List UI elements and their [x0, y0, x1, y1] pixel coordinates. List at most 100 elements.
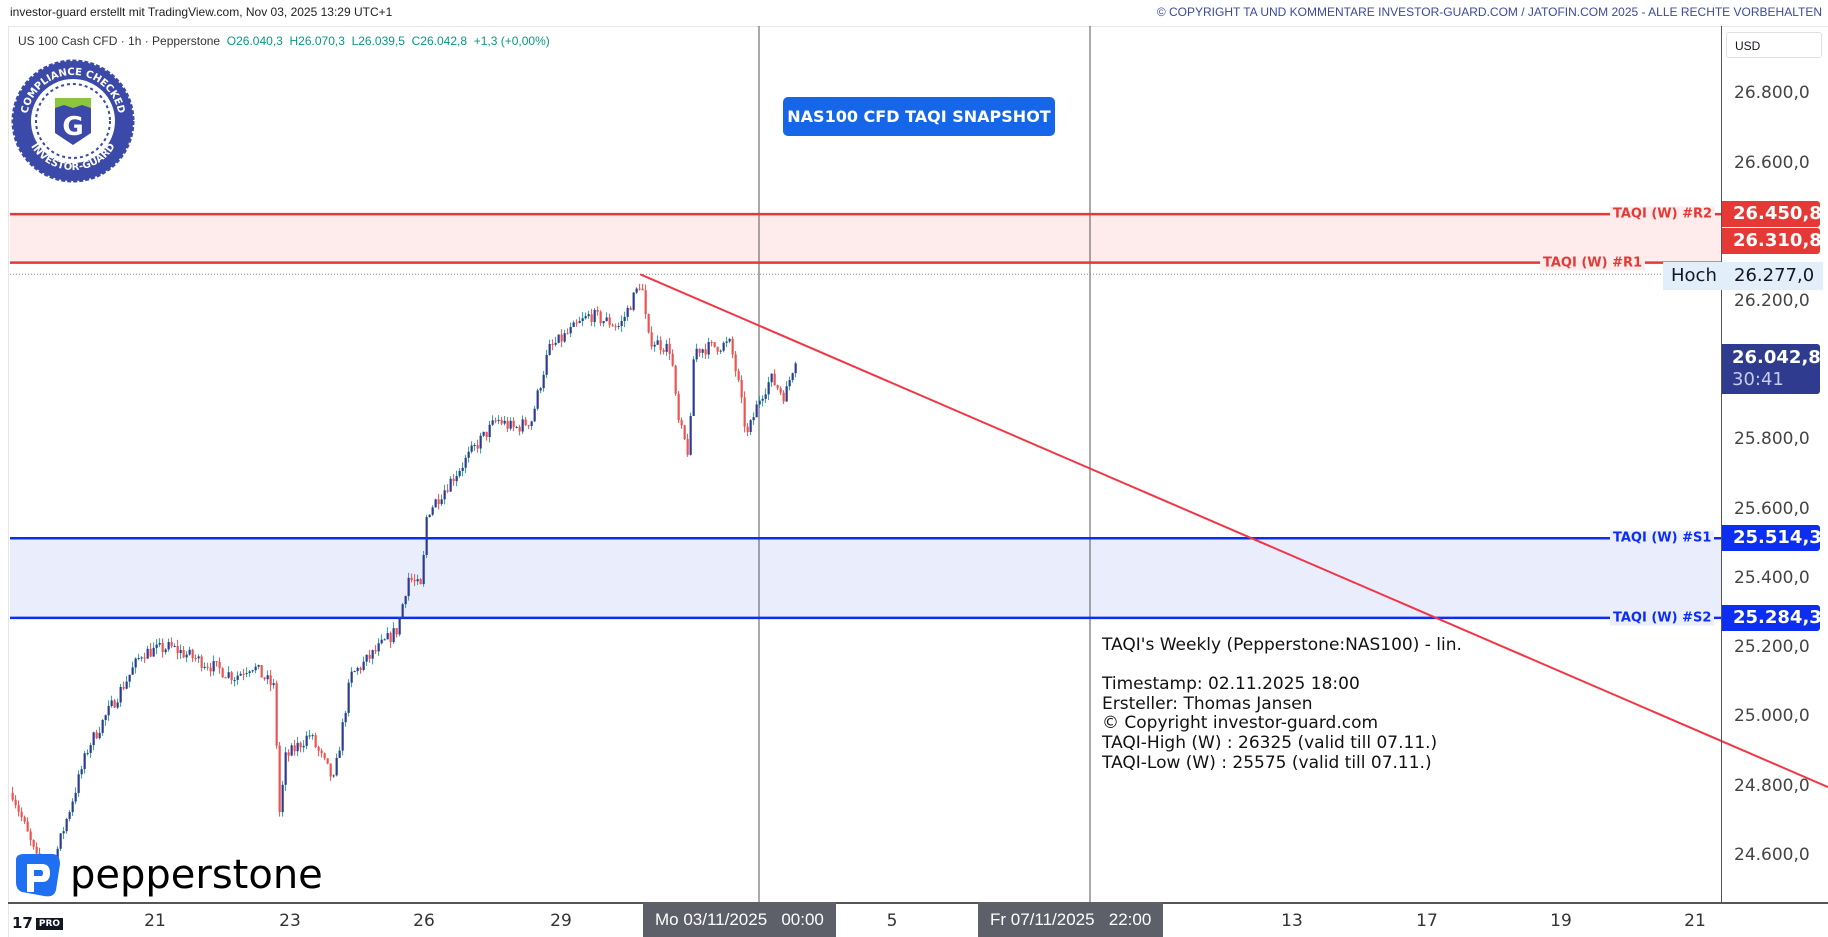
time-tick: 21 — [1684, 911, 1706, 931]
candle — [278, 745, 281, 813]
candle — [311, 735, 314, 737]
candle — [767, 382, 770, 395]
candle — [641, 288, 644, 291]
resistance-zone — [10, 214, 1721, 263]
info-line: © Copyright investor-guard.com — [1102, 713, 1379, 734]
candle — [542, 374, 545, 389]
candle — [731, 338, 734, 355]
bar-countdown: 30:41 — [1732, 369, 1784, 390]
candle — [323, 753, 326, 759]
candle — [296, 742, 299, 752]
candle — [284, 752, 287, 785]
candle — [461, 467, 464, 471]
candle — [725, 341, 728, 343]
candle — [224, 677, 227, 679]
time-tick: 17 — [1416, 911, 1438, 931]
candle — [140, 657, 143, 659]
candle — [161, 642, 164, 653]
time-tick: 21 — [144, 911, 166, 931]
candle — [377, 643, 380, 652]
candle — [77, 774, 80, 793]
current-price-label: 26.042,8 30:41 — [1722, 344, 1821, 394]
candle — [536, 390, 539, 409]
candle — [362, 661, 365, 670]
candle — [527, 425, 530, 427]
high-label: Hoch — [1671, 265, 1717, 286]
candle — [200, 656, 203, 668]
level-name: TAQI (W) #S1 — [1610, 530, 1715, 546]
candle — [728, 338, 731, 342]
candle — [512, 420, 515, 428]
candle — [566, 333, 569, 335]
candle — [773, 373, 776, 386]
candle — [590, 314, 593, 323]
time-tick: 5 — [886, 911, 898, 931]
tradingview-logo[interactable]: 17 PRO — [12, 914, 64, 932]
chart-attribution: investor-guard erstellt mit TradingView.… — [10, 5, 393, 19]
candle — [770, 373, 773, 383]
candle — [23, 817, 26, 822]
level-price-label: 25.514,3 — [1722, 525, 1822, 552]
candle — [578, 321, 581, 323]
candle — [650, 332, 653, 347]
pepperstone-wordmark: pepperstone — [70, 852, 323, 898]
price-axis[interactable] — [1721, 26, 1828, 902]
candle — [434, 499, 437, 508]
candle — [464, 457, 467, 468]
candle — [479, 435, 482, 449]
candle — [632, 292, 635, 310]
candle — [26, 821, 29, 832]
candle — [554, 342, 557, 345]
candle — [374, 650, 377, 652]
candle — [65, 818, 68, 832]
candle — [722, 342, 725, 351]
level-price-label: 25.284,3 — [1722, 604, 1822, 631]
candle — [761, 398, 764, 401]
candle — [170, 642, 173, 647]
symbol-info: US 100 Cash CFD · 1h · Pepperstone — [18, 34, 221, 48]
candle — [740, 379, 743, 398]
candle — [149, 648, 152, 657]
time-axis[interactable] — [8, 902, 1828, 937]
candle — [146, 648, 149, 659]
candle — [254, 666, 257, 671]
candle — [791, 373, 794, 381]
snapshot-title-button[interactable]: NAS100 CFD TAQI SNAPSHOT — [783, 97, 1055, 136]
candle — [572, 322, 575, 327]
candle — [629, 307, 632, 310]
info-line — [1102, 656, 1462, 676]
level-name: TAQI (W) #S2 — [1610, 610, 1715, 626]
candle — [338, 750, 341, 758]
currency-selector[interactable]: USD — [1726, 32, 1822, 58]
candle — [695, 348, 698, 360]
candle — [530, 421, 533, 427]
candle — [188, 649, 191, 655]
candle — [260, 665, 263, 678]
price-tick: 24.600,0 — [1734, 844, 1810, 865]
candle — [779, 388, 782, 393]
candle — [785, 386, 788, 402]
candle — [776, 385, 779, 389]
candle — [605, 317, 608, 322]
candle — [683, 425, 686, 440]
candle — [764, 394, 767, 399]
candle — [110, 700, 113, 706]
candle — [614, 326, 617, 328]
trendline[interactable] — [639, 273, 1828, 788]
candle — [143, 657, 146, 659]
candle — [551, 343, 554, 345]
candle — [92, 732, 95, 746]
candle — [413, 579, 416, 582]
candle — [74, 792, 77, 802]
candle — [305, 735, 308, 746]
candle — [83, 753, 86, 770]
candle — [233, 679, 236, 681]
price-tick: 25.200,0 — [1734, 637, 1810, 658]
candle — [98, 732, 101, 739]
time-tick: 19 — [1550, 911, 1572, 931]
candle — [353, 671, 356, 673]
candle — [539, 388, 542, 391]
candle — [68, 812, 71, 819]
candle — [107, 705, 110, 716]
